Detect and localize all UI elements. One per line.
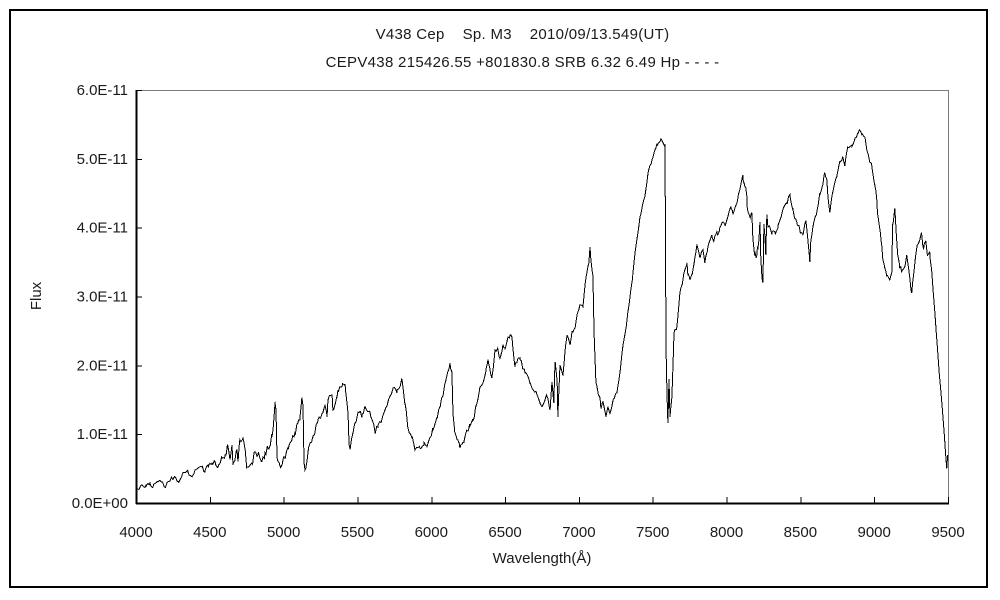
x-tick-label: 6500 bbox=[488, 524, 521, 541]
x-tick-label: 8000 bbox=[710, 524, 743, 541]
x-tick-label: 8500 bbox=[784, 524, 817, 541]
x-tick-label: 9500 bbox=[931, 524, 964, 541]
x-tick-label: 5000 bbox=[267, 524, 300, 541]
x-tick-label: 6000 bbox=[415, 524, 448, 541]
x-tick-label: 7500 bbox=[636, 524, 669, 541]
y-tick-label: 4.0E-11 bbox=[77, 220, 128, 237]
chart-subtitle: CEPV438 215426.55 +801830.8 SRB 6.32 6.4… bbox=[325, 54, 720, 71]
y-axis-label: Flux bbox=[28, 281, 45, 310]
y-tick-label: 6.0E-11 bbox=[77, 82, 128, 99]
spectrum-line bbox=[135, 129, 949, 491]
x-tick-label: 4000 bbox=[119, 524, 152, 541]
x-tick-label: 4500 bbox=[193, 524, 226, 541]
y-tick-label: 5.0E-11 bbox=[77, 151, 128, 168]
x-axis-label: Wavelength(Å) bbox=[493, 550, 592, 567]
outer-border bbox=[9, 9, 988, 588]
x-tick-label: 9000 bbox=[857, 524, 890, 541]
y-tick-label: 1.0E-11 bbox=[77, 426, 128, 443]
y-tick-label: 2.0E-11 bbox=[77, 357, 128, 374]
y-tick-label: 3.0E-11 bbox=[77, 289, 128, 306]
x-tick-label: 5500 bbox=[341, 524, 374, 541]
x-tick-label: 7000 bbox=[562, 524, 595, 541]
plot-frame bbox=[136, 90, 949, 504]
y-tick-label: 0.0E+00 bbox=[72, 495, 128, 512]
chart-title: V438 Cep Sp. M3 2010/09/13.549(UT) bbox=[375, 26, 670, 43]
